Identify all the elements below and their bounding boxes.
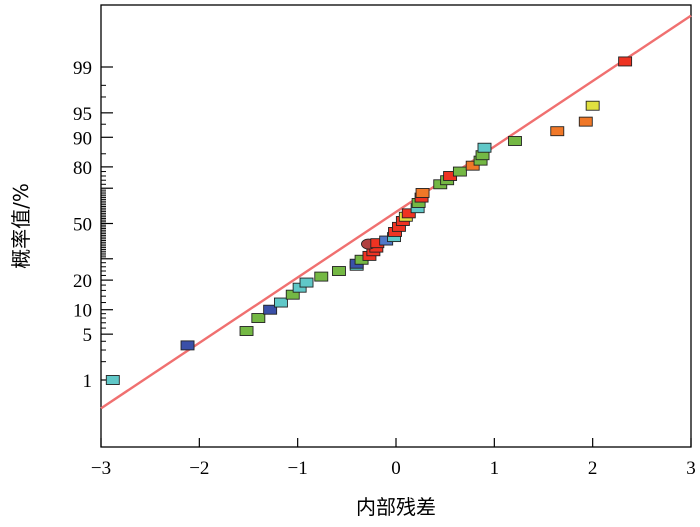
x-tick-label: −3 [91,458,111,479]
x-tick-label: 1 [490,458,500,479]
y-tick-label: 20 [73,271,92,292]
data-point-marker [180,340,195,351]
data-point-marker [332,266,346,276]
data-point-marker [314,271,329,282]
data-point-marker [274,297,288,308]
reference-line [100,14,692,410]
y-tick-label: 5 [83,325,93,346]
y-axis-title: 概率值/% [9,183,33,269]
data-point-marker [251,313,266,323]
y-tick-label: 50 [73,215,92,236]
data-point-marker [415,188,430,198]
x-tick-label: −1 [288,458,308,479]
data-point-marker [465,160,480,171]
data-point-marker [550,126,565,137]
data-point-marker [585,100,600,111]
data-point-marker [299,277,314,288]
x-tick-label: 0 [391,458,401,479]
data-point-marker [452,166,467,177]
y-tick-label: 10 [73,301,92,322]
y-tick-label: 1 [83,371,93,392]
data-point-marker [477,142,492,153]
data-point-marker [105,375,120,385]
y-tick-label: 99 [73,58,92,79]
x-axis-title: 内部残差 [356,495,436,519]
y-tick-label: 80 [73,158,92,179]
y-tick-label: 90 [73,128,92,149]
data-point-marker [401,208,416,219]
x-tick-label: −2 [189,458,209,479]
data-point-marker [618,56,633,67]
x-tick-label: 2 [588,458,598,479]
y-tick-label: 95 [73,104,92,125]
data-point-marker [263,304,278,315]
data-point-marker [578,116,593,127]
data-point-marker [239,326,254,336]
data-point-marker [508,136,522,146]
x-tick-label: 3 [686,458,696,479]
